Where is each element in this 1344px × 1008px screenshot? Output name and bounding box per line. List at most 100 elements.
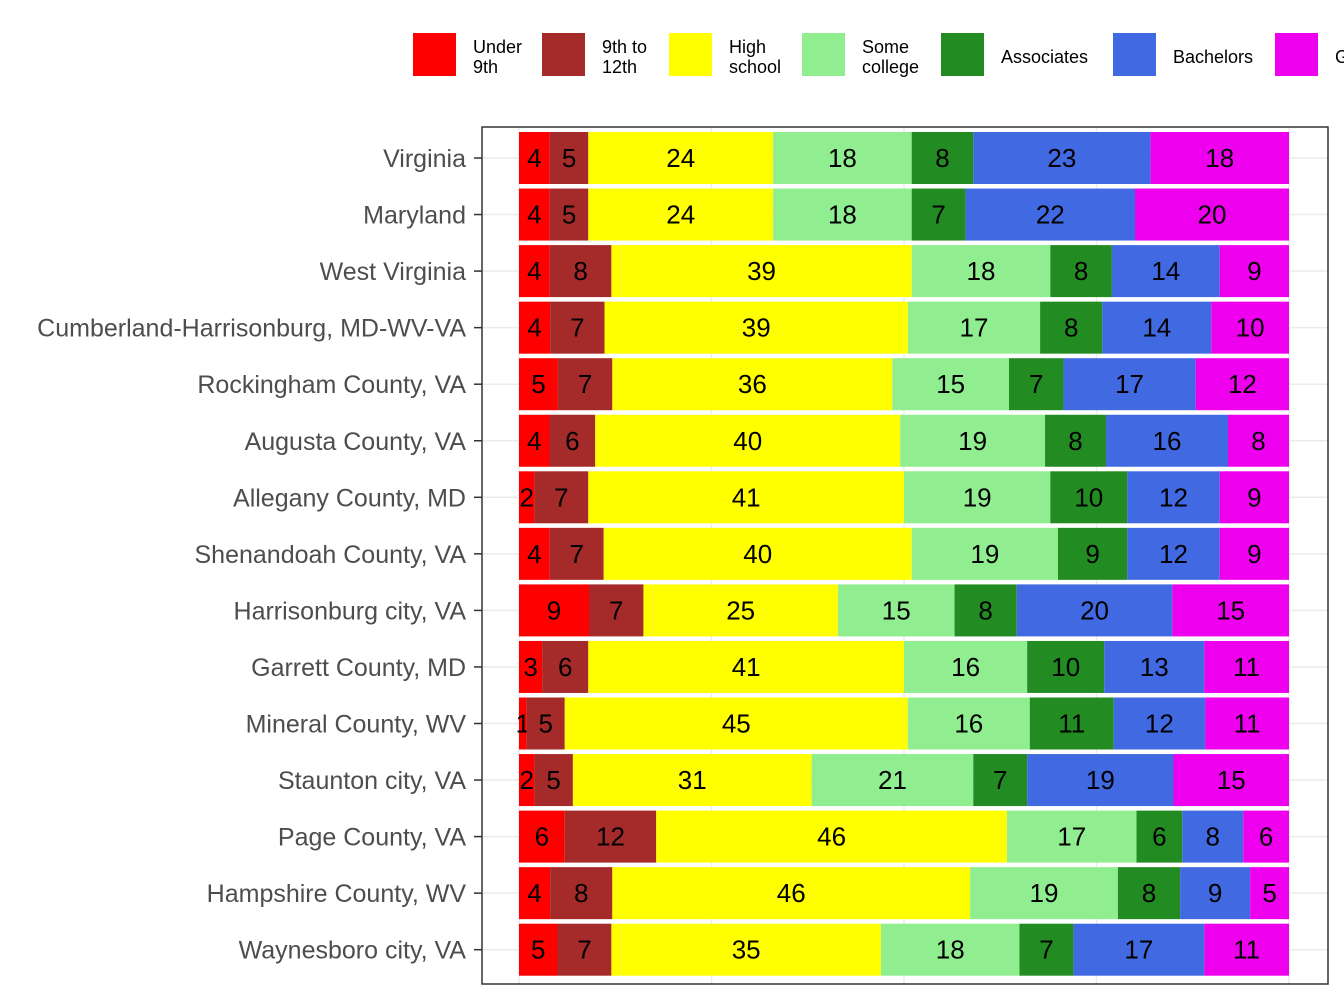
panel-border <box>481 126 1329 985</box>
bar-segment <box>519 584 589 637</box>
bar-segment <box>900 414 1046 467</box>
bar-segment <box>1063 358 1196 411</box>
data-label: 17 <box>960 313 989 343</box>
data-label: 24 <box>666 143 695 173</box>
data-label: 4 <box>527 539 541 569</box>
data-label: 18 <box>936 935 965 965</box>
data-label: 5 <box>562 200 576 230</box>
bar-segment <box>1019 923 1074 976</box>
bar-segment <box>1136 810 1183 863</box>
bar-segment <box>1006 810 1137 863</box>
data-label: 15 <box>936 369 965 399</box>
data-label: 6 <box>565 426 579 456</box>
data-label: 5 <box>546 765 560 795</box>
data-label: 14 <box>1142 313 1171 343</box>
data-label: 18 <box>967 256 996 286</box>
bar-segment <box>1117 867 1181 920</box>
bar-segment <box>519 810 565 863</box>
data-label: 11 <box>1233 935 1260 965</box>
legend-label: Under <box>473 37 522 57</box>
data-label: 40 <box>743 539 772 569</box>
bar-segment <box>519 414 550 467</box>
bar-segment <box>572 754 812 807</box>
bar-segment <box>911 132 974 184</box>
bar-segment <box>519 754 535 807</box>
data-label: 7 <box>554 482 568 512</box>
data-label: 7 <box>1039 935 1053 965</box>
bar-segment <box>611 923 881 976</box>
data-label: 18 <box>828 143 857 173</box>
data-label: 7 <box>1029 369 1043 399</box>
bar-segment <box>603 527 912 580</box>
data-label: 9 <box>1085 539 1099 569</box>
bar-segment <box>1058 527 1128 580</box>
data-label: 7 <box>570 539 584 569</box>
bar-segment <box>550 867 613 920</box>
legend-label: Some <box>862 37 909 57</box>
bar-segment <box>534 471 589 524</box>
bar-segment <box>549 527 604 580</box>
legend-label: 9th <box>473 57 498 77</box>
bar-segment <box>612 358 893 411</box>
data-label: 2 <box>519 765 533 795</box>
bar-segment <box>1009 358 1064 411</box>
data-label: 12 <box>1159 482 1188 512</box>
bar-segment <box>519 358 558 411</box>
bar-segment <box>773 188 912 241</box>
bar-segment <box>911 188 966 241</box>
category-label: Maryland <box>363 202 466 230</box>
bar-segment <box>970 867 1118 920</box>
data-label: 8 <box>935 143 949 173</box>
bar-segment <box>549 414 596 467</box>
category-label: West Virginia <box>320 258 466 286</box>
bar-segment <box>589 584 644 637</box>
data-label: 8 <box>1206 822 1220 852</box>
bar-segment <box>604 301 908 354</box>
bar-segment <box>1204 640 1289 693</box>
data-label: 31 <box>678 765 707 795</box>
bar-segment <box>588 471 904 524</box>
category-label: Garrett County, MD <box>251 654 466 682</box>
bar-segment <box>892 358 1009 411</box>
bar-segment <box>595 414 901 467</box>
bar-segment <box>549 188 589 241</box>
data-label: 4 <box>527 143 541 173</box>
data-label: 23 <box>1047 143 1076 173</box>
data-label: 12 <box>1228 369 1257 399</box>
bar-segment <box>954 584 1017 637</box>
bar-segment <box>1173 754 1289 807</box>
bar-segment <box>1211 301 1289 354</box>
bar-segment <box>643 584 838 637</box>
category-label: Mineral County, WV <box>246 711 467 739</box>
legend-label: Associates <box>1001 47 1088 67</box>
bar-segment <box>519 640 543 693</box>
data-label: 9 <box>1247 256 1261 286</box>
bar-segment <box>1243 810 1289 863</box>
bar-segment <box>550 301 605 354</box>
bar-segment <box>1127 527 1220 580</box>
bar-segment <box>542 640 589 693</box>
bar-segment <box>1027 754 1174 807</box>
data-label: 46 <box>817 822 846 852</box>
bar-segment <box>907 697 1030 750</box>
data-label: 12 <box>1145 709 1174 739</box>
data-label: 20 <box>1198 200 1227 230</box>
data-label: 11 <box>1233 652 1260 682</box>
bar-segment <box>1106 414 1229 467</box>
data-label: 7 <box>993 765 1007 795</box>
bar-segment <box>1050 245 1112 298</box>
data-label: 15 <box>882 595 911 625</box>
data-label: 46 <box>777 878 806 908</box>
category-label: Page County, VA <box>278 824 466 852</box>
data-label: 11 <box>1234 709 1261 739</box>
data-label: 39 <box>742 313 771 343</box>
legend-label: 12th <box>602 57 637 77</box>
data-label: 24 <box>666 200 695 230</box>
data-label: 39 <box>747 256 776 286</box>
category-label: Staunton city, VA <box>278 767 466 795</box>
bar-segment <box>811 754 974 807</box>
bar-segment <box>1104 640 1205 693</box>
bar-segment <box>1127 471 1220 524</box>
bar-segment <box>1195 358 1289 411</box>
data-label: 15 <box>1217 765 1246 795</box>
